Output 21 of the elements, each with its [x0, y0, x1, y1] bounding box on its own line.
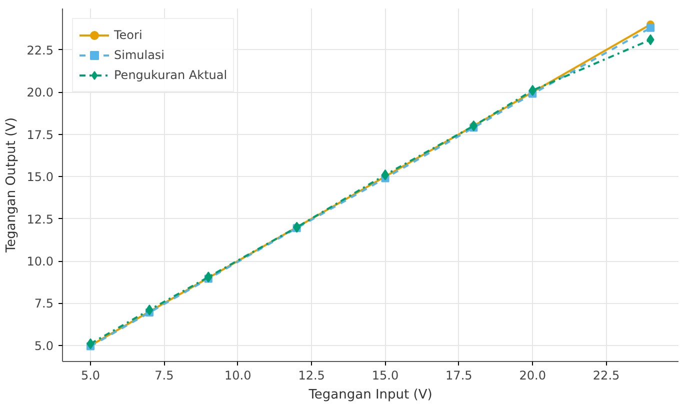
- x-tick-label: 22.5: [592, 368, 620, 382]
- y-axis-title: Tegangan Output (V): [4, 117, 19, 254]
- x-tick-label: 12.5: [298, 368, 325, 382]
- x-axis-title: Tegangan Input (V): [308, 388, 432, 402]
- y-tick-label: 20.0: [26, 86, 54, 100]
- y-tick-label: 12.5: [26, 212, 54, 226]
- x-tick-label: 10.0: [224, 368, 252, 382]
- legend-label: Pengukuran Aktual: [114, 68, 228, 82]
- x-tick-label: 15.0: [372, 368, 399, 382]
- y-tick-label: 22.5: [26, 43, 54, 58]
- x-tick-label: 20.0: [519, 368, 546, 382]
- y-tick-label: 7.5: [34, 296, 54, 311]
- x-tick-label: 5.0: [80, 368, 100, 382]
- y-tick-label: 15.0: [26, 170, 54, 184]
- y-tick-label: 5.0: [34, 338, 54, 353]
- x-tick-label: 17.5: [446, 368, 472, 382]
- legend-label: Simulasi: [114, 48, 165, 62]
- y-tick-label: 10.0: [26, 254, 54, 269]
- x-tick-label: 7.5: [154, 368, 174, 382]
- y-tick-label: 17.5: [26, 128, 54, 142]
- legend-label: Teori: [114, 28, 142, 42]
